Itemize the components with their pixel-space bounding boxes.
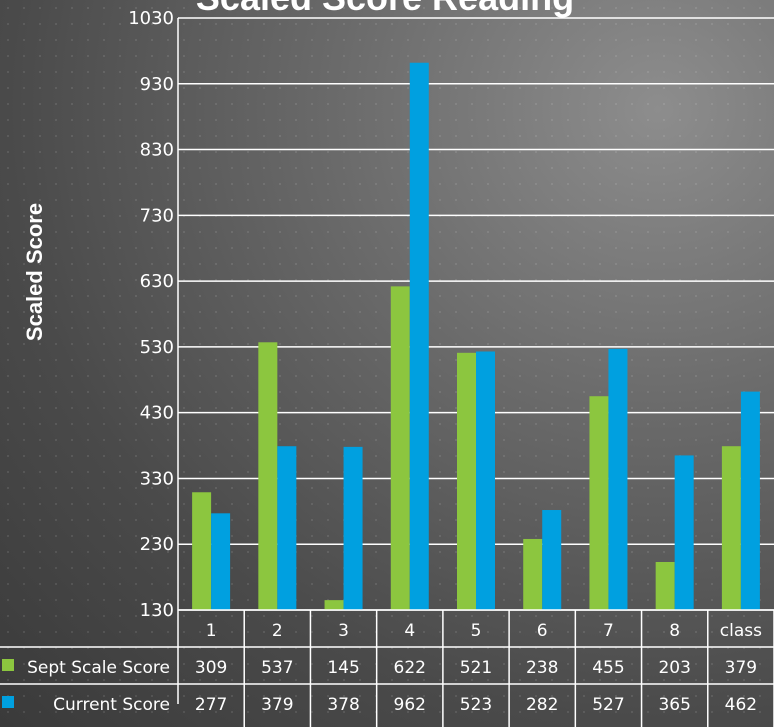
table-cell-value: 455 (592, 658, 624, 678)
category-label: 6 (537, 621, 548, 641)
bar-current-5 (476, 351, 495, 610)
bar-current-class (740, 391, 760, 610)
bar-current-2 (277, 446, 297, 610)
y-tick-label: 430 (140, 403, 174, 424)
category-label: 5 (471, 621, 482, 641)
y-tick-label: 730 (140, 205, 174, 226)
table-cell-value: 379 (261, 695, 293, 715)
table-cell-value: 537 (261, 658, 293, 678)
bar-current-7 (608, 348, 628, 610)
bar-sept-7 (589, 396, 609, 610)
category-label: 4 (404, 621, 415, 641)
category-label: 8 (669, 621, 680, 641)
table-cell-value: 145 (327, 658, 359, 678)
bar-sept-6 (523, 538, 543, 610)
legend-swatch (2, 659, 14, 671)
series-row-label: Current Score (53, 695, 170, 715)
bar-current-3 (343, 446, 363, 610)
bar-sept-8 (655, 561, 675, 610)
y-axis-label: Scaled Score (22, 203, 47, 341)
bar-sept-2 (258, 342, 278, 610)
y-tick-label: 830 (140, 140, 174, 161)
bar-sept-3 (324, 600, 344, 610)
bar-sept-4 (390, 286, 410, 610)
table-cell-value: 309 (195, 658, 227, 678)
table-cell-value: 282 (526, 695, 558, 715)
table-cell-value: 378 (327, 695, 359, 715)
y-tick-label: 130 (140, 600, 174, 621)
chart-title: Scaled Score Reading (196, 0, 574, 18)
category-label: 1 (206, 621, 217, 641)
table-cell-value: 238 (526, 658, 558, 678)
category-label: class (720, 621, 762, 641)
y-tick-label: 230 (140, 534, 174, 555)
series-row-label: Sept Scale Score (27, 658, 170, 678)
category-label: 2 (272, 621, 283, 641)
table-cell-value: 379 (725, 658, 757, 678)
table-cell-value: 462 (725, 695, 757, 715)
table-cell-value: 527 (592, 695, 624, 715)
y-tick-label: 330 (140, 468, 174, 489)
y-tick-label: 630 (140, 271, 174, 292)
table-cell-value: 521 (460, 658, 492, 678)
bar-sept-5 (457, 352, 476, 610)
table-cell-value: 962 (394, 695, 426, 715)
y-axis: 130 230 330 430 530 630 730 830 930 1030 (128, 8, 179, 704)
bar-current-8 (674, 455, 694, 610)
table-cell-value: 523 (460, 695, 492, 715)
y-tick-label: 1030 (128, 8, 174, 29)
y-tick-label: 930 (140, 74, 174, 95)
bar-current-6 (542, 510, 562, 610)
data-table: 1 2 3 4 5 6 7 8 class Sept Scale Score 309 537 145 62… (0, 609, 774, 727)
category-label: 7 (603, 621, 614, 641)
bar-sept-1 (192, 492, 212, 610)
table-cell-value: 277 (195, 695, 227, 715)
bar-sept-class (721, 446, 741, 610)
table-cell-value: 365 (658, 695, 690, 715)
bars (192, 62, 760, 611)
bar-current-4 (409, 62, 429, 611)
y-tick-label: 530 (140, 337, 174, 358)
table-cell-value: 203 (658, 658, 690, 678)
category-label: 3 (338, 621, 349, 641)
legend-swatch (2, 696, 14, 708)
bar-current-1 (211, 513, 231, 610)
table-cell-value: 622 (394, 658, 426, 678)
